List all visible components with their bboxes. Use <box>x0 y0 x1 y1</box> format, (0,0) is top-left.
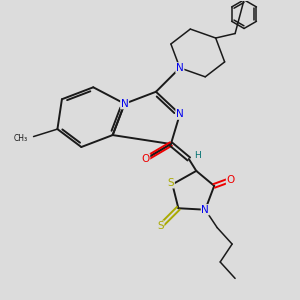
Text: S: S <box>157 221 164 231</box>
Text: N: N <box>176 63 184 73</box>
Text: N: N <box>176 109 184 119</box>
Text: O: O <box>226 175 235 185</box>
Text: CH₃: CH₃ <box>14 134 28 142</box>
Text: O: O <box>141 154 150 164</box>
Text: N: N <box>201 205 209 215</box>
Text: H: H <box>194 152 201 160</box>
Text: N: N <box>121 99 128 109</box>
Text: S: S <box>168 178 174 188</box>
